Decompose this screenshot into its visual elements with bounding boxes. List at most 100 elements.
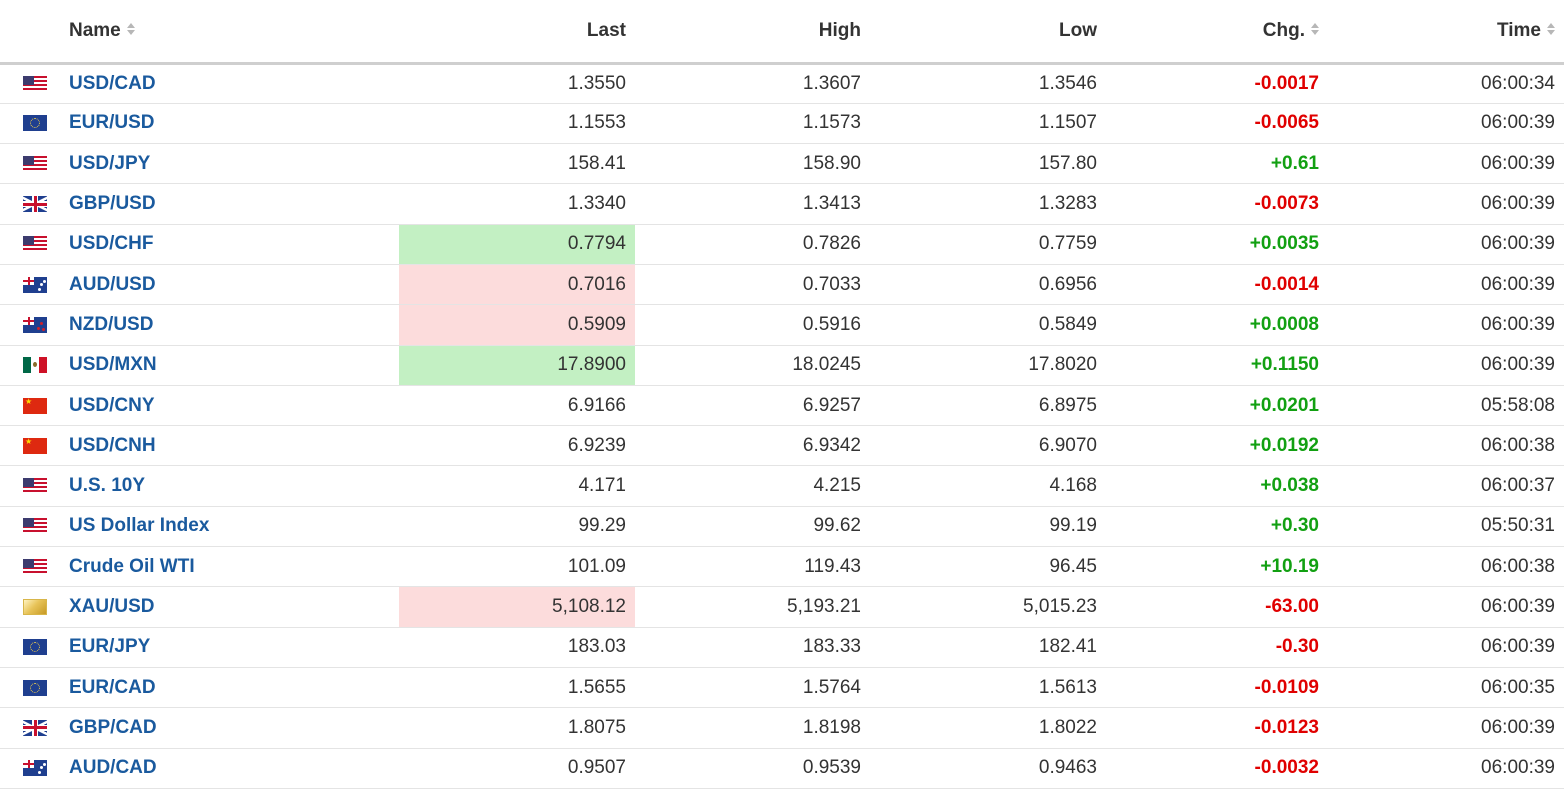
- last-value: 0.7794: [399, 224, 635, 265]
- instrument-name-link[interactable]: AUD/USD: [60, 264, 399, 306]
- table-row[interactable]: AUD/CAD 0.9507 0.9539 0.9463 -0.0032 06:00:39: [0, 748, 1564, 789]
- instrument-name-link[interactable]: USD/CHF: [60, 224, 399, 265]
- last-value: 1.5655: [399, 667, 635, 709]
- last-value: 6.9166: [399, 385, 635, 427]
- time-value: 06:00:39: [1328, 748, 1564, 789]
- low-value: 1.8022: [870, 707, 1106, 749]
- time-value: 06:00:39: [1328, 103, 1564, 145]
- time-value: 06:00:35: [1328, 667, 1564, 709]
- change-value: -0.0017: [1106, 63, 1328, 104]
- flag-cell: [0, 465, 60, 507]
- high-value: 5,193.21: [635, 586, 870, 628]
- time-value: 06:00:39: [1328, 586, 1564, 628]
- instrument-name-link[interactable]: U.S. 10Y: [60, 465, 399, 507]
- instrument-name-link[interactable]: US Dollar Index: [60, 506, 399, 548]
- us-flag-icon: [23, 558, 47, 575]
- last-value: 1.8075: [399, 707, 635, 749]
- high-value: 0.7033: [635, 264, 870, 306]
- change-value: +0.0035: [1106, 224, 1328, 265]
- table-row[interactable]: AUD/USD 0.7016 0.7033 0.6956 -0.0014 06:00:39: [0, 264, 1564, 306]
- us-flag-icon: [23, 518, 47, 535]
- table-row[interactable]: USD/MXN 17.8900 18.0245 17.8020 +0.1150 06:00…: [0, 345, 1564, 386]
- table-row[interactable]: USD/CHF 0.7794 0.7826 0.7759 +0.0035 06:00:39: [0, 224, 1564, 265]
- low-value: 1.5613: [870, 667, 1106, 709]
- instrument-name-link[interactable]: EUR/USD: [60, 103, 399, 145]
- last-value: 0.9507: [399, 748, 635, 789]
- table-row[interactable]: NZD/USD 0.5909 0.5916 0.5849 +0.0008 06:00:39: [0, 304, 1564, 346]
- sort-icon[interactable]: [126, 22, 135, 36]
- high-value: 4.215: [635, 465, 870, 507]
- sort-icon[interactable]: [1547, 22, 1555, 36]
- table-row[interactable]: EUR/JPY 183.03 183.33 182.41 -0.30 06:00:39: [0, 627, 1564, 668]
- time-value: 06:00:39: [1328, 183, 1564, 225]
- table-row[interactable]: GBP/CAD 1.8075 1.8198 1.8022 -0.0123 06:00:39: [0, 707, 1564, 749]
- instrument-name-link[interactable]: USD/CAD: [60, 63, 399, 104]
- header-chg[interactable]: Chg.: [1106, 0, 1328, 65]
- table-row[interactable]: USD/JPY 158.41 158.90 157.80 +0.61 06:00:39: [0, 143, 1564, 185]
- table-row[interactable]: USD/CAD 1.3550 1.3607 1.3546 -0.0017 06:00:34: [0, 63, 1564, 104]
- cn-flag-icon: [23, 436, 47, 454]
- gb-flag-icon: [23, 719, 47, 736]
- time-value: 06:00:37: [1328, 465, 1564, 507]
- instrument-name-link[interactable]: AUD/CAD: [60, 748, 399, 789]
- last-value: 0.5909: [399, 304, 635, 346]
- high-value: 1.1573: [635, 103, 870, 145]
- cn-flag-icon: [23, 396, 47, 414]
- flag-cell: [0, 546, 60, 588]
- flag-cell: [0, 425, 60, 467]
- header-name[interactable]: Name: [60, 0, 399, 65]
- sort-icon[interactable]: [1311, 22, 1319, 36]
- instrument-name-link[interactable]: USD/MXN: [60, 345, 399, 386]
- header-time-label: Time: [1496, 19, 1541, 41]
- instrument-name-link[interactable]: USD/JPY: [60, 143, 399, 185]
- table-row[interactable]: XAU/USD 5,108.12 5,193.21 5,015.23 -63.00 06:…: [0, 586, 1564, 628]
- flag-cell: [0, 264, 60, 306]
- instrument-name-link[interactable]: XAU/USD: [60, 586, 399, 628]
- last-value: 158.41: [399, 143, 635, 185]
- eu-flag-icon: [23, 115, 47, 132]
- instrument-name-link[interactable]: GBP/USD: [60, 183, 399, 225]
- table-row[interactable]: Crude Oil WTI 101.09 119.43 96.45 +10.19 06:0…: [0, 546, 1564, 588]
- instrument-name-link[interactable]: EUR/JPY: [60, 627, 399, 668]
- change-value: +0.0201: [1106, 385, 1328, 427]
- time-value: 06:00:39: [1328, 627, 1564, 668]
- table-row[interactable]: EUR/USD 1.1553 1.1573 1.1507 -0.0065 06:00:39: [0, 103, 1564, 145]
- instrument-name-link[interactable]: USD/CNY: [60, 385, 399, 427]
- change-value: -0.0109: [1106, 667, 1328, 709]
- low-value: 96.45: [870, 546, 1106, 588]
- table-row[interactable]: EUR/CAD 1.5655 1.5764 1.5613 -0.0109 06:00:35: [0, 667, 1564, 709]
- header-last: Last: [399, 0, 635, 65]
- high-value: 183.33: [635, 627, 870, 668]
- time-value: 06:00:38: [1328, 425, 1564, 467]
- high-value: 6.9257: [635, 385, 870, 427]
- header-high: High: [635, 0, 870, 65]
- instrument-name-link[interactable]: GBP/CAD: [60, 707, 399, 749]
- flag-cell: [0, 183, 60, 225]
- time-value: 06:00:39: [1328, 264, 1564, 306]
- instrument-name-link[interactable]: USD/CNH: [60, 425, 399, 467]
- instrument-name-link[interactable]: EUR/CAD: [60, 667, 399, 709]
- table-row[interactable]: US Dollar Index 99.29 99.62 99.19 +0.30 05:50…: [0, 506, 1564, 548]
- high-value: 1.8198: [635, 707, 870, 749]
- eu-flag-icon: [23, 639, 47, 656]
- table-row[interactable]: GBP/USD 1.3340 1.3413 1.3283 -0.0073 06:00:39: [0, 183, 1564, 225]
- low-value: 0.9463: [870, 748, 1106, 789]
- time-value: 06:00:39: [1328, 224, 1564, 265]
- low-value: 5,015.23: [870, 586, 1106, 628]
- flag-cell: [0, 586, 60, 628]
- last-value: 1.3340: [399, 183, 635, 225]
- last-value: 17.8900: [399, 345, 635, 386]
- instrument-name-link[interactable]: NZD/USD: [60, 304, 399, 346]
- last-value: 101.09: [399, 546, 635, 588]
- last-value: 5,108.12: [399, 586, 635, 628]
- change-value: -0.0014: [1106, 264, 1328, 306]
- header-time[interactable]: Time: [1328, 0, 1564, 65]
- low-value: 99.19: [870, 506, 1106, 548]
- table-row[interactable]: U.S. 10Y 4.171 4.215 4.168 +0.038 06:00:37: [0, 465, 1564, 507]
- instrument-name-link[interactable]: Crude Oil WTI: [60, 546, 399, 588]
- eu-flag-icon: [23, 679, 47, 696]
- nz-flag-icon: [23, 316, 47, 333]
- low-value: 6.8975: [870, 385, 1106, 427]
